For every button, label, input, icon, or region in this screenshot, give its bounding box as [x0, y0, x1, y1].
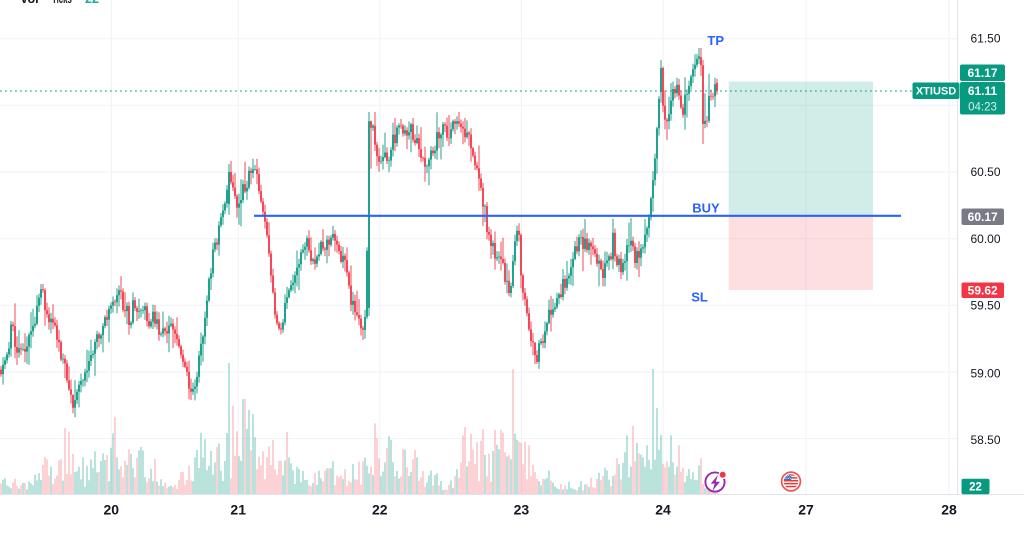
svg-text:20: 20 — [104, 502, 120, 518]
svg-text:27: 27 — [798, 502, 814, 518]
svg-text:61.11: 61.11 — [968, 84, 998, 98]
svg-text:21: 21 — [230, 502, 246, 518]
svg-text:04:23: 04:23 — [968, 102, 997, 114]
svg-text:TP: TP — [707, 33, 724, 48]
svg-text:61.17: 61.17 — [967, 66, 997, 80]
svg-text:22: 22 — [372, 502, 388, 518]
svg-text:59.62: 59.62 — [968, 284, 998, 298]
svg-text:BUY: BUY — [692, 200, 720, 215]
svg-text:24: 24 — [655, 502, 671, 518]
svg-text:28: 28 — [941, 502, 957, 518]
svg-text:SL: SL — [691, 289, 708, 304]
svg-text:23: 23 — [514, 502, 530, 518]
svg-text:61.50: 61.50 — [970, 32, 1000, 46]
svg-text:60.17: 60.17 — [968, 210, 998, 224]
svg-text:22: 22 — [969, 482, 982, 494]
svg-text:XTIUSD: XTIUSD — [916, 86, 956, 98]
svg-text:60.50: 60.50 — [970, 165, 1000, 179]
svg-text:60.00: 60.00 — [970, 232, 1000, 246]
svg-text:59.00: 59.00 — [970, 367, 1000, 381]
svg-text:58.50: 58.50 — [970, 433, 1000, 447]
svg-text:59.50: 59.50 — [970, 299, 1000, 313]
